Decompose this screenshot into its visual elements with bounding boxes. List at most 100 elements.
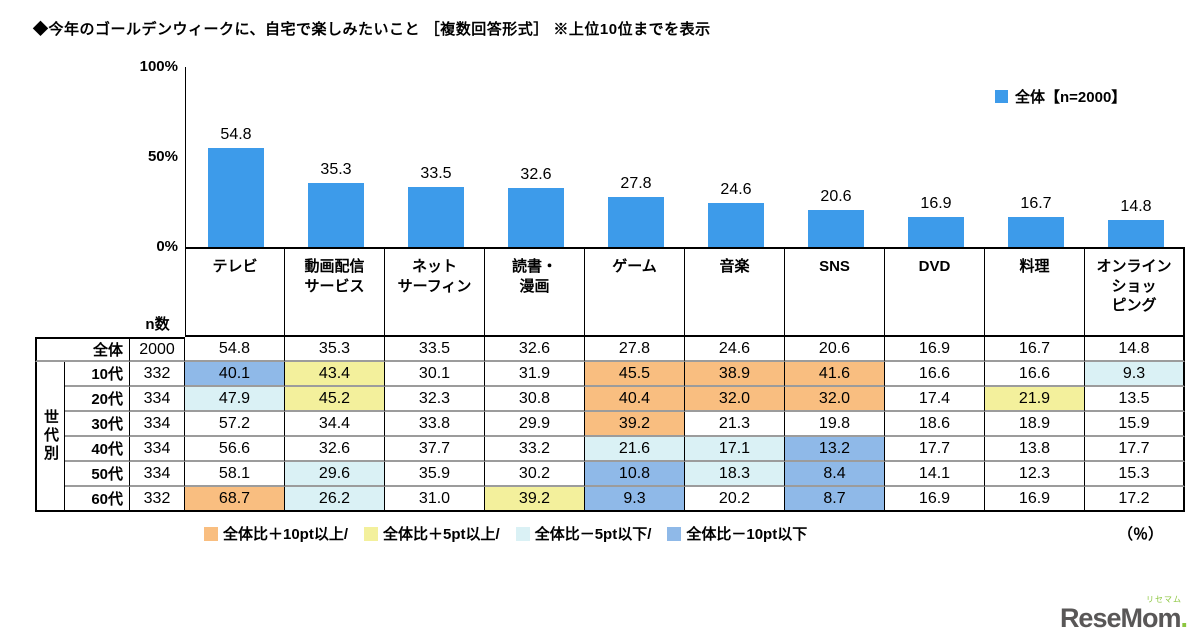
table-value-cell: 29.6	[285, 462, 385, 487]
legend-color-swatch	[204, 526, 218, 541]
column-header: 読書・ 漫画	[485, 247, 585, 337]
bar-音楽	[708, 202, 764, 247]
bar-chart-plot: 54.8 35.3 33.5 32.6 27.8 24.6 20.6 16.9 16.7 14.8	[185, 67, 1186, 247]
table-value-cell: 13.2	[785, 437, 885, 462]
table-value-cell: 31.9	[485, 362, 585, 387]
table-value-cell: 33.8	[385, 412, 485, 437]
column-header: 料理	[985, 247, 1085, 337]
table-value-cell: 21.3	[685, 412, 785, 437]
table-value-cell: 12.3	[985, 462, 1085, 487]
table-value-cell: 20.6	[785, 337, 885, 362]
bar-ネットサーフィン	[408, 186, 464, 247]
bar-動画配信サービス	[308, 183, 364, 247]
row-n-count: 334	[130, 462, 185, 487]
highlight-legend-item: 全体比－5pt以下/	[515, 523, 652, 544]
table-value-cell: 32.6	[485, 337, 585, 362]
table-value-cell: 54.8	[185, 337, 285, 362]
row-label-60代: 60代	[65, 487, 130, 512]
table-value-cell: 30.1	[385, 362, 485, 387]
bar-DVD	[908, 216, 964, 247]
bar-テレビ	[208, 148, 264, 247]
table-value-cell: 17.7	[1085, 437, 1185, 462]
resemom-logo: リセマム ReseMom.	[1060, 596, 1188, 632]
table-value-cell: 13.8	[985, 437, 1085, 462]
table-value-cell: 19.8	[785, 412, 885, 437]
table-value-cell: 38.9	[685, 362, 785, 387]
table-value-cell: 17.2	[1085, 487, 1185, 512]
table-value-cell: 8.7	[785, 487, 885, 512]
bar-column: 20.6	[786, 67, 886, 247]
column-header: 動画配信 サービス	[285, 247, 385, 337]
table-value-cell: 31.0	[385, 487, 485, 512]
row-label-30代: 30代	[65, 412, 130, 437]
table-value-cell: 16.9	[885, 337, 985, 362]
bar-value-label: 27.8	[620, 174, 652, 192]
bar-column: 24.6	[686, 67, 786, 247]
table-value-cell: 20.2	[685, 487, 785, 512]
bar-value-label: 16.7	[1020, 194, 1052, 212]
table-value-cell: 32.0	[785, 387, 885, 412]
table-value-cell: 16.9	[985, 487, 1085, 512]
table-value-cell: 18.6	[885, 412, 985, 437]
table-value-cell: 58.1	[185, 462, 285, 487]
table-value-cell: 24.6	[685, 337, 785, 362]
highlight-legend-label: 全体比＋5pt以上/	[383, 526, 500, 543]
table-value-cell: 16.6	[985, 362, 1085, 387]
row-n-count: 334	[130, 412, 185, 437]
table-value-cell: 39.2	[585, 412, 685, 437]
bar-SNS	[808, 209, 864, 247]
table-value-cell: 32.6	[285, 437, 385, 462]
bar-column: 14.8	[1086, 67, 1186, 247]
row-n-count: 332	[130, 362, 185, 387]
table-value-cell: 13.5	[1085, 387, 1185, 412]
table-value-cell: 30.2	[485, 462, 585, 487]
legend-color-swatch	[667, 526, 682, 541]
column-header: オンライン ショッ ピング	[1085, 247, 1185, 337]
logo-dot: .	[1180, 603, 1188, 633]
bar-column: 27.8	[586, 67, 686, 247]
row-label-50代: 50代	[65, 462, 130, 487]
highlight-legend: 全体比＋10pt以上/全体比＋5pt以上/全体比－5pt以下/全体比－10pt以…	[204, 523, 807, 544]
bar-column: 16.7	[986, 67, 1086, 247]
column-header: 音楽	[685, 247, 785, 337]
table-value-cell: 43.4	[285, 362, 385, 387]
table-value-cell: 39.2	[485, 487, 585, 512]
table-value-cell: 21.9	[985, 387, 1085, 412]
table-value-cell: 16.9	[885, 487, 985, 512]
row-label-20代: 20代	[65, 387, 130, 412]
bar-value-label: 20.6	[820, 187, 852, 205]
column-header: SNS	[785, 247, 885, 337]
y-axis-tick-50: 50%	[147, 148, 178, 165]
series-color-swatch	[995, 90, 1008, 103]
column-header: DVD	[885, 247, 985, 337]
highlight-legend-item: 全体比＋10pt以上/	[204, 523, 348, 544]
table-value-cell: 15.9	[1085, 412, 1185, 437]
logo-wordmark: ReseMom	[1059, 603, 1182, 633]
table-value-cell: 8.4	[785, 462, 885, 487]
highlight-legend-label: 全体比＋10pt以上/	[223, 526, 349, 543]
table-value-cell: 21.6	[585, 437, 685, 462]
row-label-10代: 10代	[65, 362, 130, 387]
table-value-cell: 68.7	[185, 487, 285, 512]
table-value-cell: 40.4	[585, 387, 685, 412]
bar-column: 35.3	[286, 67, 386, 247]
table-value-cell: 33.2	[485, 437, 585, 462]
bar-value-label: 35.3	[320, 161, 352, 179]
page-title: ◆今年のゴールデンウィークに、自宅で楽しみたいこと ［複数回答形式］ ※上位10…	[33, 21, 711, 38]
table-value-cell: 17.4	[885, 387, 985, 412]
table-value-cell: 17.1	[685, 437, 785, 462]
table-value-cell: 47.9	[185, 387, 285, 412]
row-n-count: 334	[130, 387, 185, 412]
column-header: ゲーム	[585, 247, 685, 337]
table-value-cell: 17.7	[885, 437, 985, 462]
highlight-legend-label: 全体比－5pt以下/	[534, 526, 652, 543]
bar-value-label: 33.5	[420, 164, 452, 182]
bar-value-label: 32.6	[520, 166, 552, 184]
table-value-cell: 29.9	[485, 412, 585, 437]
highlight-legend-label: 全体比－10pt以下	[686, 526, 808, 543]
table-value-cell: 40.1	[185, 362, 285, 387]
table-value-cell: 14.8	[1085, 337, 1185, 362]
table-value-cell: 14.1	[885, 462, 985, 487]
table-value-cell: 45.2	[285, 387, 385, 412]
